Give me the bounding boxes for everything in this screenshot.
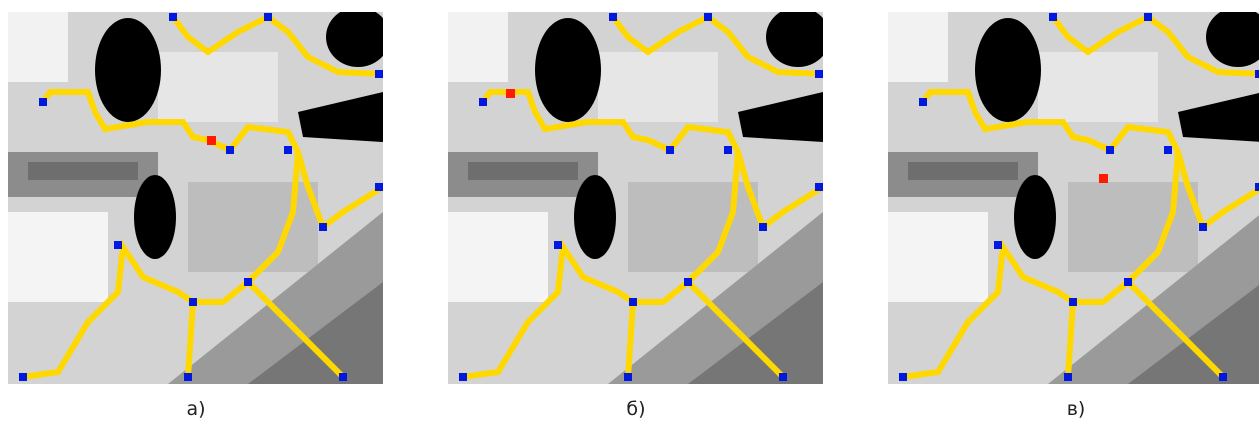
panel-c: в): [888, 7, 1259, 420]
panel-a: а): [8, 7, 390, 420]
page: {"figure": {"captions": ["а)", "б)", "в)…: [0, 0, 1259, 429]
panel-b: б): [448, 7, 830, 420]
caption: б): [626, 398, 645, 420]
caption: в): [1067, 398, 1086, 420]
caption: а): [186, 398, 205, 420]
figure: а) б) в): [0, 0, 1259, 429]
